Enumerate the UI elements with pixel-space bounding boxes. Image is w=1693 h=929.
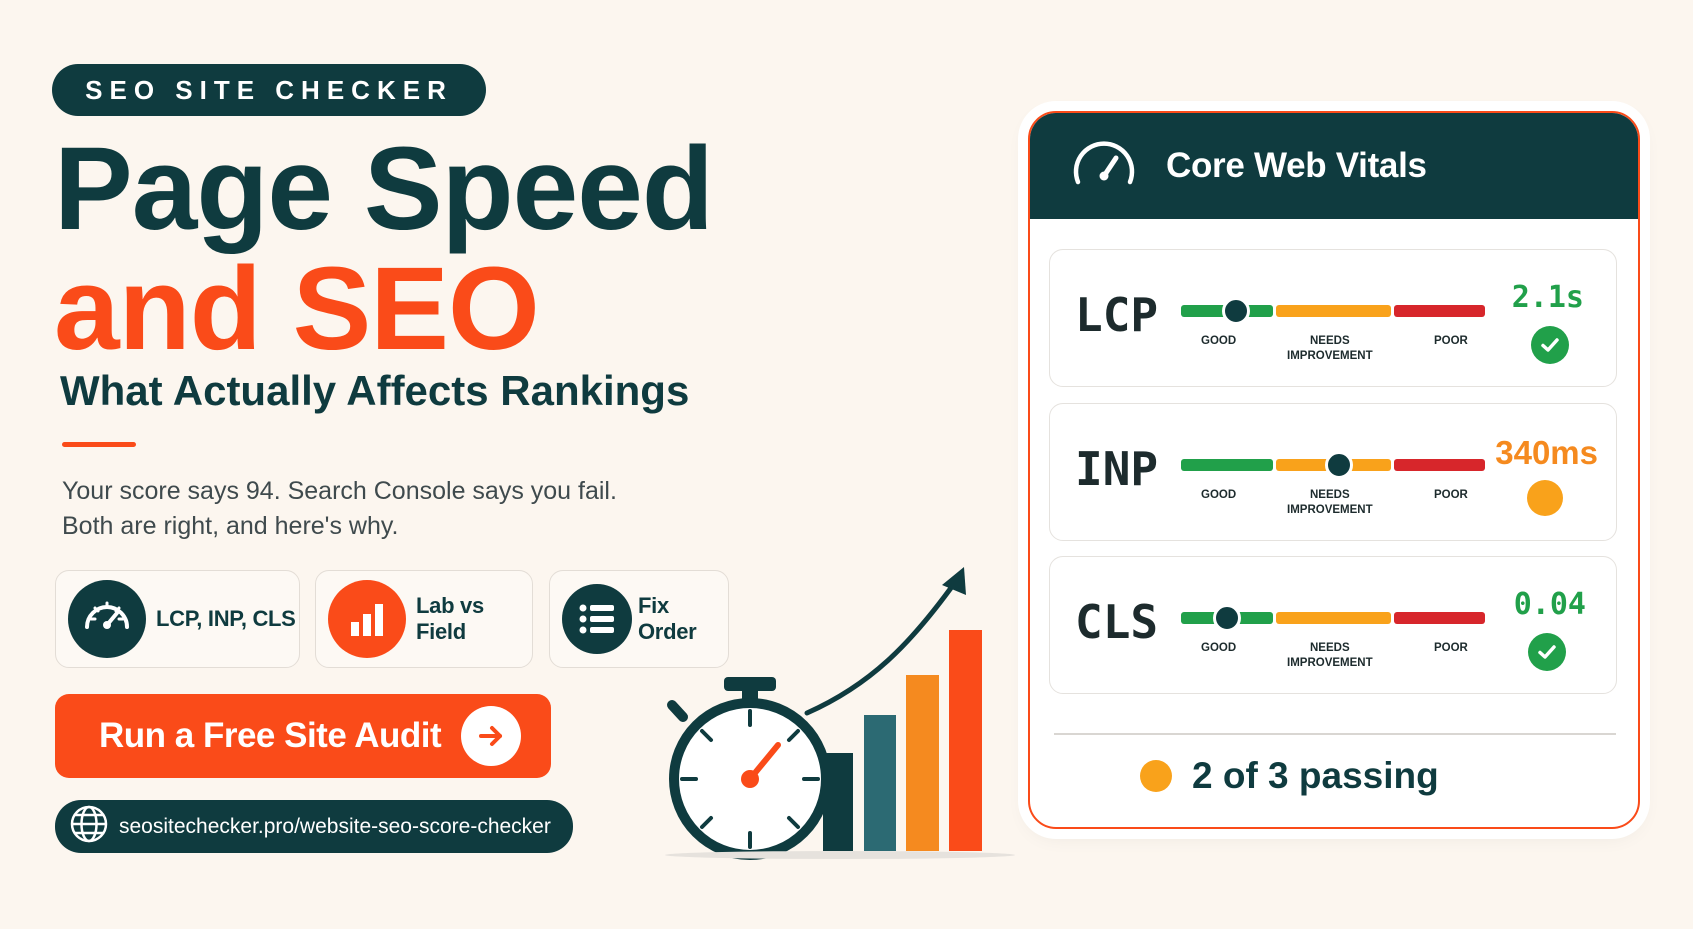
feature-chip-metrics: LCP, INP, CLS [55, 570, 300, 668]
metric-marker [1221, 297, 1250, 325]
metric-marker [1325, 451, 1354, 479]
feature-chip-lab-field: Lab vs Field [315, 570, 533, 668]
feature-chip-fix-order: Fix Order [549, 570, 729, 668]
speed-growth-illustration [665, 567, 1015, 860]
arrow-right-icon [461, 706, 521, 766]
core-web-vitals-card: Core Web Vitals LCP GOOD NEEDS IMPROVEMEN… [1028, 111, 1640, 829]
metric-marker [1212, 604, 1241, 632]
brand-badge: SEO SITE CHECKER [52, 64, 486, 116]
scale-label-poor: POOR [1434, 642, 1468, 654]
site-url-link[interactable]: seositechecker.pro/website-seo-score-che… [55, 800, 573, 853]
scale-label-poor: POOR [1434, 489, 1468, 501]
bar-chart-icon [328, 580, 406, 658]
passing-summary: 2 of 3 passing [1140, 755, 1439, 797]
brand-label: SEO SITE CHECKER [85, 74, 453, 105]
scale-label-good: GOOD [1201, 335, 1237, 347]
warning-dot-icon [1527, 480, 1563, 516]
hero-description: Your score says 94. Search Console says … [62, 474, 617, 544]
hero-subtitle: What Actually Affects Rankings [60, 367, 690, 414]
list-icon [562, 584, 632, 654]
growth-bars-icon [804, 567, 982, 851]
scale-label-needs-improvement: NEEDS IMPROVEMENT [1287, 489, 1373, 516]
metric-value: 2.1s [1511, 280, 1584, 315]
status-dot-icon [1140, 760, 1172, 792]
feature-label: LCP, INP, CLS [156, 606, 296, 631]
gauge-icon [68, 580, 146, 658]
metric-value: 340ms [1495, 434, 1598, 471]
card-title: Core Web Vitals [1166, 146, 1427, 185]
metric-name: INP [1075, 442, 1159, 496]
metric-value: 0.04 [1513, 587, 1586, 622]
stopwatch-icon [667, 677, 831, 860]
hero-description-line1: Your score says 94. Search Console says … [62, 477, 617, 505]
metric-name: CLS [1075, 595, 1159, 649]
metric-row-inp: INP GOOD NEEDS IMPROVEMENT POOR 340ms [1049, 403, 1617, 541]
hero-title-line1: Page Speed [54, 123, 714, 255]
scale-label-needs-improvement: NEEDS IMPROVEMENT [1287, 642, 1373, 669]
check-circle-icon [1528, 633, 1566, 671]
feature-label: Fix Order [638, 593, 697, 644]
hero-description-line2: Both are right, and here's why. [62, 512, 399, 540]
gauge-icon [1070, 134, 1138, 199]
run-audit-button[interactable]: Run a Free Site Audit [55, 694, 551, 778]
metric-row-cls: CLS GOOD NEEDS IMPROVEMENT POOR 0.04 [1049, 556, 1617, 694]
site-url-text: seositechecker.pro/website-seo-score-che… [119, 814, 551, 838]
globe-icon [69, 804, 109, 849]
metric-name: LCP [1075, 288, 1159, 342]
scale-label-poor: POOR [1434, 335, 1468, 347]
accent-divider [62, 442, 136, 447]
feature-label: Lab vs Field [416, 593, 484, 644]
scale-label-good: GOOD [1201, 489, 1237, 501]
card-divider [1054, 733, 1616, 735]
hero-title-line2: and SEO [54, 243, 540, 375]
passing-summary-text: 2 of 3 passing [1192, 755, 1439, 796]
metric-row-lcp: LCP GOOD NEEDS IMPROVEMENT POOR 2.1s [1049, 249, 1617, 387]
check-circle-icon [1531, 326, 1569, 364]
scale-label-good: GOOD [1201, 642, 1237, 654]
run-audit-label: Run a Free Site Audit [99, 716, 442, 755]
scale-label-needs-improvement: NEEDS IMPROVEMENT [1287, 335, 1373, 362]
card-header: Core Web Vitals [1030, 113, 1638, 219]
